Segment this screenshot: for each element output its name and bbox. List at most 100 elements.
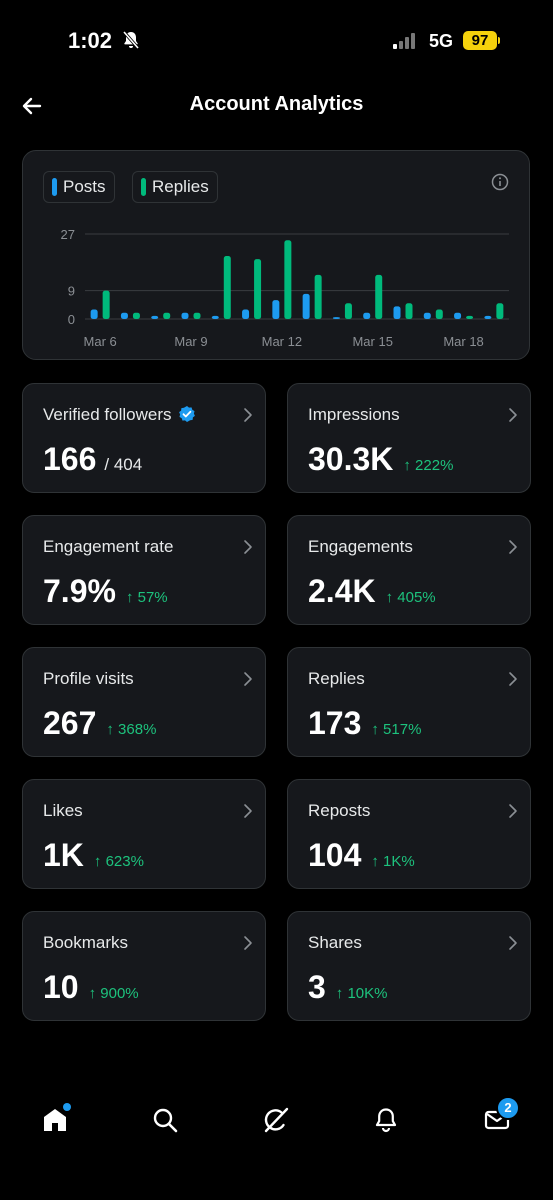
stat-label-text: Bookmarks [43, 933, 129, 952]
chevron-right-icon [509, 672, 517, 686]
stat-label-text: Engagements [308, 537, 413, 556]
replies-bar [496, 303, 504, 319]
stat-card[interactable]: Profile visits 267 ↑ 368% [22, 647, 266, 757]
stat-label: Likes [43, 801, 83, 821]
stat-value-text: 1K [43, 837, 84, 873]
chevron-right-icon [244, 540, 252, 554]
home-icon [44, 1109, 66, 1131]
stat-card[interactable]: Verified followers 166 / 404 [22, 383, 266, 493]
replies-bar [375, 274, 383, 319]
stat-card[interactable]: Reposts 104 ↑ 1K% [287, 779, 531, 889]
stat-label-text: Profile visits [43, 669, 134, 688]
stat-change: ↑ 517% [371, 721, 422, 738]
stat-value: 2.4K ↑ 405% [308, 573, 436, 610]
stat-change: ↑ 222% [403, 457, 454, 474]
stat-value-text: 10 [43, 969, 79, 1005]
stat-label: Bookmarks [43, 933, 128, 953]
stat-value-text: 267 [43, 705, 97, 741]
x-tick-label: Mar 15 [352, 334, 392, 349]
stat-card[interactable]: Shares 3 ↑ 10K% [287, 911, 531, 1021]
stat-value-text: 166 [43, 441, 97, 477]
stat-value: 30.3K ↑ 222% [308, 441, 453, 478]
stat-card[interactable]: Impressions 30.3K ↑ 222% [287, 383, 531, 493]
stat-label-text: Reposts [308, 801, 371, 820]
nav-grok[interactable] [254, 1098, 298, 1142]
network-type: 5G [429, 31, 454, 51]
replies-bar [132, 312, 140, 319]
x-tick-label: Mar 18 [443, 334, 483, 349]
stat-label-text: Impressions [308, 405, 400, 424]
stat-value-text: 173 [308, 705, 362, 741]
stat-label-text: Shares [308, 933, 362, 952]
back-button[interactable] [16, 90, 48, 122]
battery-icon: 97 [463, 31, 497, 50]
y-tick-label: 0 [68, 312, 75, 327]
stat-label: Verified followers [43, 405, 196, 425]
posts-bar [242, 309, 250, 319]
posts-bar [393, 306, 401, 319]
posts-bar [272, 300, 280, 319]
messages-badge: 2 [496, 1096, 520, 1120]
activity-chart-card: Posts Replies 0 9 27 Mar 6 Mar 9 Mar 12 Mar 15… [22, 150, 530, 360]
posts-bar [151, 315, 159, 319]
legend-posts-toggle[interactable]: Posts [43, 171, 115, 203]
posts-bar [332, 317, 340, 319]
chevron-right-icon [244, 804, 252, 818]
replies-bar [344, 303, 352, 319]
posts-swatch [52, 178, 57, 196]
replies-bar [193, 312, 201, 319]
stat-change: ↑ 623% [93, 853, 144, 870]
battery-level: 97 [471, 32, 489, 49]
posts-bar [423, 312, 431, 319]
signal-icon [393, 33, 415, 49]
replies-bar [466, 315, 474, 319]
stat-card[interactable]: Engagements 2.4K ↑ 405% [287, 515, 531, 625]
chevron-right-icon [509, 540, 517, 554]
stat-value-text: 104 [308, 837, 362, 873]
bar-chart: 0 9 27 Mar 6 Mar 9 Mar 12 Mar 15 Mar 18 [61, 227, 509, 349]
x-tick-label: Mar 6 [84, 334, 117, 349]
stat-label: Replies [308, 669, 365, 689]
stat-label: Reposts [308, 801, 370, 821]
posts-bar [302, 293, 310, 319]
info-icon[interactable] [491, 173, 509, 191]
nav-home[interactable] [33, 1098, 77, 1142]
stat-card[interactable]: Likes 1K ↑ 623% [22, 779, 266, 889]
nav-search[interactable] [143, 1098, 187, 1142]
legend-replies-toggle[interactable]: Replies [132, 171, 218, 203]
posts-bar [181, 312, 189, 319]
posts-bar [454, 312, 462, 319]
replies-bar [284, 240, 292, 319]
posts-bar [211, 315, 219, 319]
stat-change: ↑ 1K% [371, 853, 415, 870]
stat-card[interactable]: Replies 173 ↑ 517% [287, 647, 531, 757]
stat-card[interactable]: Bookmarks 10 ↑ 900% [22, 911, 266, 1021]
stat-value: 3 ↑ 10K% [308, 969, 388, 1006]
replies-bar [314, 274, 322, 319]
replies-bar [254, 259, 262, 319]
stat-value-text: 30.3K [308, 441, 394, 477]
bottom-nav: 2 [0, 1090, 553, 1162]
status-time: 1:02 [68, 28, 113, 53]
stat-change: ↑ 368% [106, 721, 157, 738]
legend-replies-label: Replies [152, 177, 209, 196]
home-notification-dot [63, 1103, 71, 1111]
nav-messages[interactable]: 2 [475, 1096, 520, 1142]
stat-value-text: 3 [308, 969, 326, 1005]
stat-label-text: Verified followers [43, 405, 172, 424]
stat-card[interactable]: Engagement rate 7.9% ↑ 57% [22, 515, 266, 625]
stat-change: ↑ 10K% [335, 985, 388, 1002]
x-tick-label: Mar 9 [174, 334, 207, 349]
stat-label-text: Likes [43, 801, 83, 820]
stat-value: 166 / 404 [43, 441, 142, 478]
verified-badge-icon [178, 406, 195, 422]
bell-icon [375, 1108, 397, 1133]
bell-muted-icon [122, 30, 140, 50]
y-tick-label: 9 [68, 284, 75, 299]
chevron-right-icon [244, 408, 252, 422]
y-tick-label: 27 [61, 227, 75, 242]
nav-notifications[interactable] [364, 1098, 408, 1142]
replies-swatch [141, 178, 146, 196]
stat-value-text: 2.4K [308, 573, 376, 609]
stat-label: Engagements [308, 537, 413, 557]
